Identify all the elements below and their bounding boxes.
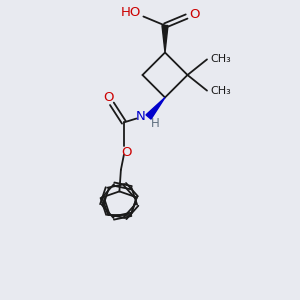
Text: O: O [189,8,199,22]
Polygon shape [162,26,168,52]
Text: HO: HO [121,6,142,20]
Text: CH₃: CH₃ [211,86,231,97]
Text: N: N [136,110,145,123]
Text: O: O [104,91,114,104]
Text: O: O [121,146,132,159]
Text: H: H [151,117,160,130]
Text: CH₃: CH₃ [211,53,231,64]
Polygon shape [146,98,165,119]
